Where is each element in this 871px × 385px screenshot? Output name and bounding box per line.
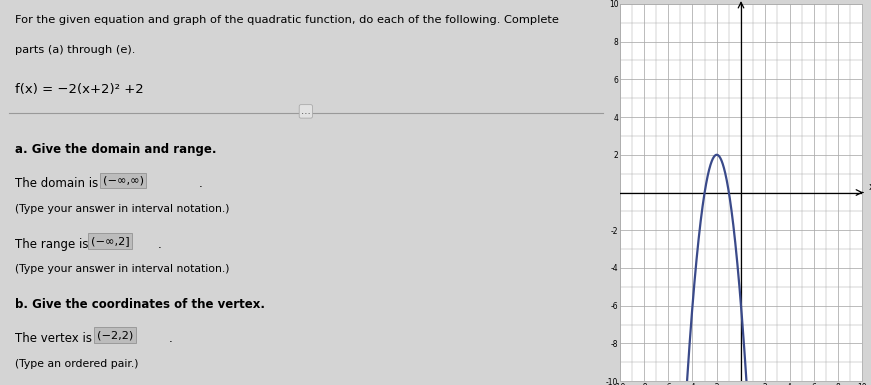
Text: f(x) = −2(x+2)² +2: f(x) = −2(x+2)² +2: [15, 83, 144, 96]
Text: b. Give the coordinates of the vertex.: b. Give the coordinates of the vertex.: [15, 298, 265, 311]
Text: (−∞,2]: (−∞,2]: [91, 236, 130, 246]
Text: (Type your answer in interval notation.): (Type your answer in interval notation.): [15, 204, 229, 214]
Text: (Type an ordered pair.): (Type an ordered pair.): [15, 358, 138, 368]
Text: The range is: The range is: [15, 238, 92, 251]
Text: x: x: [868, 182, 871, 192]
Text: parts (a) through (e).: parts (a) through (e).: [15, 45, 135, 55]
Text: .: .: [169, 332, 173, 345]
Text: The vertex is: The vertex is: [15, 332, 96, 345]
Text: a. Give the domain and range.: a. Give the domain and range.: [15, 144, 216, 156]
Text: For the given equation and graph of the quadratic function, do each of the follo: For the given equation and graph of the …: [15, 15, 558, 25]
Text: (Type your answer in interval notation.): (Type your answer in interval notation.): [15, 264, 229, 274]
Text: .: .: [199, 177, 203, 191]
Text: (−2,2): (−2,2): [97, 330, 133, 340]
Text: …: …: [301, 106, 311, 116]
Text: The domain is: The domain is: [15, 177, 102, 191]
Text: .: .: [158, 238, 161, 251]
Text: (−∞,∞): (−∞,∞): [103, 176, 144, 186]
